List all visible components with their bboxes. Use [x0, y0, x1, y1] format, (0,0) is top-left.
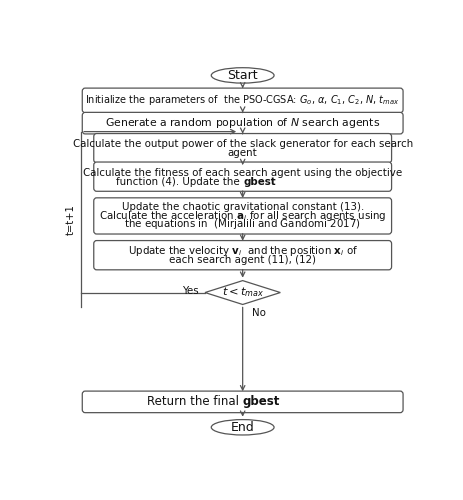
Text: Update the chaotic gravitational constant (13).: Update the chaotic gravitational constan…	[122, 202, 364, 212]
Text: the equations in  $($Mirjalili and Gandomi 2017$)$: the equations in $($Mirjalili and Gandom…	[124, 218, 361, 232]
Text: Calculate the acceleration $\mathbf{a}_i$ for all search agents using: Calculate the acceleration $\mathbf{a}_i…	[99, 209, 386, 223]
FancyBboxPatch shape	[94, 162, 392, 192]
FancyBboxPatch shape	[82, 391, 403, 412]
Text: function (4). Update the: function (4). Update the	[116, 176, 243, 186]
Text: t=t+1: t=t+1	[65, 204, 75, 235]
Text: Initialize the parameters of  the PSO-CGSA: $G_o$, $\alpha$, $C_1$, $C_2$, $N$, : Initialize the parameters of the PSO-CGS…	[85, 94, 400, 108]
Text: Return the final: Return the final	[147, 396, 243, 408]
Text: Yes: Yes	[181, 286, 198, 296]
Polygon shape	[205, 280, 281, 304]
Text: agent: agent	[228, 148, 257, 158]
FancyBboxPatch shape	[82, 112, 403, 134]
Text: No: No	[252, 308, 265, 318]
Text: gbest: gbest	[243, 396, 280, 408]
FancyBboxPatch shape	[94, 134, 392, 163]
Text: gbest: gbest	[244, 176, 276, 186]
FancyBboxPatch shape	[82, 88, 403, 112]
FancyBboxPatch shape	[94, 240, 392, 270]
Text: Update the velocity $\mathbf{v}_i$  and the position $\mathbf{x}_i$ of: Update the velocity $\mathbf{v}_i$ and t…	[127, 244, 358, 258]
Text: End: End	[231, 421, 255, 434]
FancyBboxPatch shape	[94, 198, 392, 234]
Ellipse shape	[211, 420, 274, 435]
Text: each search agent (11), (12): each search agent (11), (12)	[169, 255, 316, 265]
Text: Generate a random population of $N$ search agents: Generate a random population of $N$ sear…	[105, 116, 380, 130]
Text: Start: Start	[227, 69, 258, 82]
Text: $t < t_{max}$: $t < t_{max}$	[221, 286, 264, 300]
Ellipse shape	[211, 68, 274, 83]
Text: Calculate the output power of the slack generator for each search: Calculate the output power of the slack …	[73, 140, 413, 149]
Text: Calculate the fitness of each search agent using the objective: Calculate the fitness of each search age…	[83, 168, 402, 178]
